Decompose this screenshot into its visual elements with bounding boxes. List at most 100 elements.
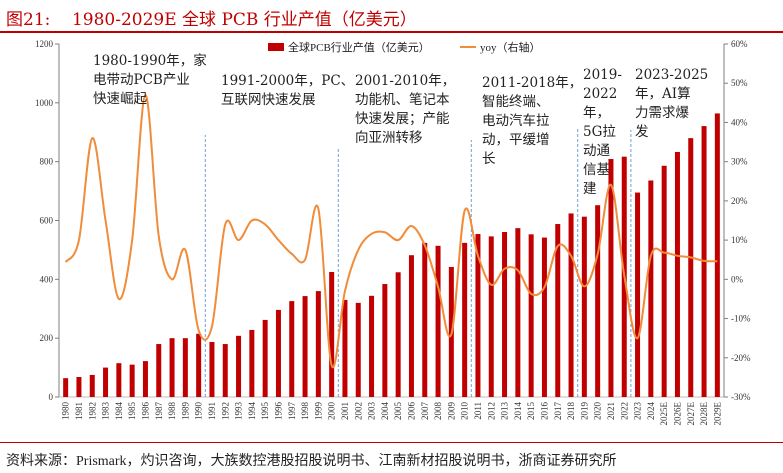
left-tick-label: 1000 bbox=[35, 98, 54, 108]
x-tick-label: 1993 bbox=[234, 402, 244, 421]
x-tick-label: 1982 bbox=[87, 402, 97, 420]
bar bbox=[382, 284, 388, 397]
x-tick-label: 2028E bbox=[699, 402, 709, 426]
bar bbox=[581, 216, 587, 397]
right-tick-label: 30% bbox=[731, 157, 748, 167]
era-dividers bbox=[204, 128, 632, 397]
bar bbox=[395, 272, 401, 397]
bar-series bbox=[63, 113, 720, 397]
right-tick-label: 60% bbox=[731, 39, 748, 49]
x-tick-label: 2009 bbox=[446, 402, 456, 421]
x-tick-label: 2025E bbox=[659, 402, 669, 426]
x-tick-label: 2007 bbox=[420, 402, 430, 421]
chart-legend: 全球PCB行业产值（亿美元） yoy（右轴） bbox=[268, 40, 541, 54]
bar bbox=[182, 338, 188, 397]
x-tick-label: 1994 bbox=[247, 402, 257, 421]
bar bbox=[249, 329, 255, 397]
right-tick-label: -10% bbox=[731, 314, 751, 324]
x-tick-label: 1992 bbox=[220, 402, 230, 420]
bar bbox=[408, 255, 414, 397]
right-tick-label: 20% bbox=[731, 196, 748, 206]
bar bbox=[369, 295, 375, 397]
x-tick-label: 2018 bbox=[566, 402, 576, 421]
bar bbox=[236, 335, 242, 397]
bar bbox=[541, 237, 547, 397]
x-tick-label: 2011 bbox=[473, 402, 483, 420]
bar bbox=[262, 319, 268, 397]
right-tick-label: 40% bbox=[731, 117, 748, 127]
x-tick-label: 2015 bbox=[526, 402, 536, 421]
bar bbox=[502, 231, 508, 397]
left-tick-label: 200 bbox=[40, 333, 54, 343]
x-tick-label: 2016 bbox=[539, 402, 549, 421]
x-tick-label: 2020 bbox=[593, 402, 603, 421]
bar bbox=[142, 361, 148, 397]
x-tick-label: 2013 bbox=[500, 402, 510, 421]
bar bbox=[76, 376, 82, 397]
x-tick-label: 1980 bbox=[61, 402, 71, 421]
right-tick-label: 0% bbox=[731, 274, 744, 284]
bar bbox=[688, 138, 694, 397]
annotation-2000s: 2001-2010年， 功能机、笔记本 快速发展；产能 向亚洲转移 bbox=[355, 73, 456, 146]
x-tick-label: 2002 bbox=[353, 402, 363, 420]
x-tick-label: 1981 bbox=[74, 402, 84, 420]
bar bbox=[435, 245, 441, 397]
title-divider bbox=[0, 31, 783, 33]
bar bbox=[355, 302, 361, 397]
source-note: 资料来源：Prismark，灼识咨询，大族数控港股招股说明书、江南新材招股说明书… bbox=[6, 454, 617, 469]
x-tick-label: 2012 bbox=[486, 402, 496, 420]
figure-title-bar: 图21: 1980-2029E 全球 PCB 行业产值（亿美元） bbox=[0, 0, 783, 33]
x-tick-label: 1989 bbox=[180, 402, 190, 421]
bar bbox=[488, 236, 494, 397]
x-tick-label: 1984 bbox=[114, 402, 124, 421]
x-tick-label: 2027E bbox=[686, 402, 696, 426]
x-tick-label: 2022 bbox=[619, 402, 629, 420]
right-tick-label: -30% bbox=[731, 392, 751, 402]
bar bbox=[302, 296, 308, 397]
pcb-output-chart: 全球PCB行业产值（亿美元） yoy（右轴） 0 200 400 600 800 1000… bbox=[35, 39, 751, 426]
yoy-line-series bbox=[64, 93, 718, 369]
bar bbox=[462, 242, 468, 397]
bar bbox=[515, 228, 521, 397]
annotation-5g: 2019- 2022 年， 5G拉 动通 信基 建 bbox=[583, 67, 622, 197]
bar bbox=[169, 338, 175, 397]
legend-bar-swatch bbox=[268, 43, 284, 51]
x-tick-label: 2029E bbox=[712, 402, 722, 426]
x-tick-label: 2005 bbox=[393, 402, 403, 421]
bar bbox=[209, 341, 215, 397]
legend-line-label: yoy（右轴） bbox=[480, 40, 541, 54]
x-tick-label: 2023 bbox=[633, 402, 643, 421]
yoy-line bbox=[64, 93, 718, 369]
bar bbox=[595, 205, 601, 397]
bar bbox=[116, 363, 122, 397]
bar bbox=[475, 234, 481, 397]
x-tick-label: 2010 bbox=[460, 402, 470, 421]
x-tick-label: 1988 bbox=[167, 402, 177, 421]
x-tick-label: 1995 bbox=[260, 402, 270, 421]
bar bbox=[103, 367, 109, 397]
x-tick-label: 1997 bbox=[287, 402, 297, 421]
legend-bar-label: 全球PCB行业产值（亿美元） bbox=[288, 40, 430, 54]
bar bbox=[315, 291, 321, 397]
left-tick-label: 1200 bbox=[35, 39, 54, 49]
x-tick-label: 2017 bbox=[553, 402, 563, 421]
bar bbox=[635, 192, 641, 397]
bar bbox=[89, 374, 95, 397]
bar bbox=[156, 344, 162, 397]
bar bbox=[422, 242, 428, 397]
bar bbox=[648, 180, 654, 397]
right-tick-label: 50% bbox=[731, 78, 748, 88]
bar bbox=[714, 113, 720, 397]
annotation-1980s: 1980-1990年，家 电带动PCB产业 快速崛起 bbox=[93, 53, 207, 107]
x-tick-label: 2014 bbox=[513, 402, 523, 421]
footer-divider bbox=[0, 442, 783, 443]
annotation-2010s: 2011-2018年， 智能终端、 电动汽车拉 动，平缓增 长 bbox=[482, 75, 583, 167]
bar bbox=[342, 299, 348, 397]
bar bbox=[196, 333, 202, 397]
bar bbox=[275, 309, 281, 397]
x-tick-label: 2026E bbox=[672, 402, 682, 426]
x-tick-label: 2006 bbox=[406, 402, 416, 421]
x-tick-label: 1991 bbox=[207, 402, 217, 420]
bar bbox=[222, 344, 228, 397]
bar bbox=[674, 151, 680, 397]
